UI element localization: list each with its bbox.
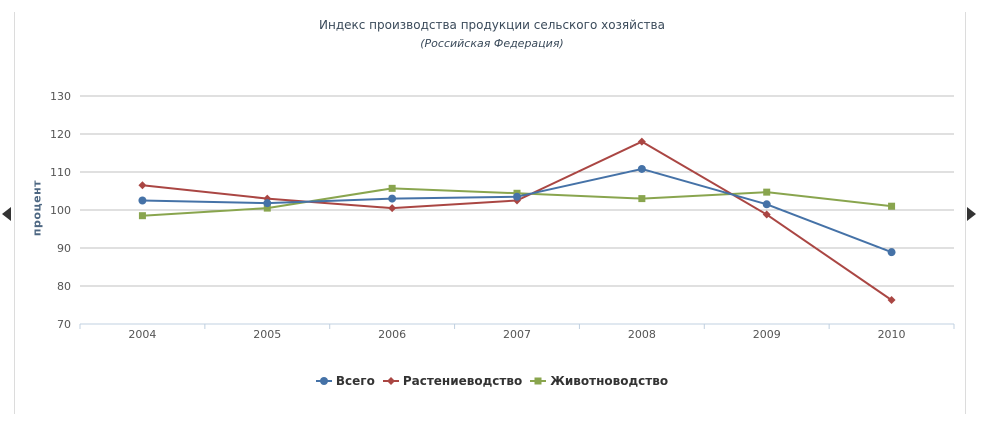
data-point	[762, 200, 771, 209]
y-tick-label: 110	[50, 166, 71, 179]
x-tick-label: 2004	[128, 328, 156, 341]
x-tick-label: 2010	[878, 328, 906, 341]
data-point	[388, 184, 396, 192]
legend-item[interactable]: Животноводство	[530, 374, 668, 388]
data-point	[887, 296, 896, 305]
data-point	[888, 202, 896, 210]
x-tick-label: 2008	[628, 328, 656, 341]
legend-label: Животноводство	[550, 374, 669, 388]
chart-frame	[14, 12, 966, 414]
y-tick-label: 100	[50, 204, 71, 217]
y-tick-label: 70	[57, 318, 71, 331]
data-point	[637, 137, 646, 146]
x-tick-label: 2007	[503, 328, 531, 341]
data-point	[263, 204, 271, 212]
series-line-1	[142, 167, 892, 254]
series-line-2	[142, 140, 893, 301]
data-point	[388, 204, 397, 213]
legend-marker-icon	[315, 377, 332, 385]
legend-label: Растениеводство	[402, 374, 523, 388]
data-point	[388, 194, 397, 203]
x-tick-label: 2006	[378, 328, 406, 341]
legend-marker-icon	[530, 377, 547, 385]
y-tick-label: 80	[57, 280, 71, 293]
data-point	[138, 181, 147, 190]
next-arrow-icon[interactable]	[967, 207, 976, 221]
data-point	[763, 188, 771, 196]
data-point	[762, 210, 771, 219]
y-tick-label: 120	[50, 128, 71, 141]
x-tick-label: 2005	[253, 328, 281, 341]
chart-subtitle: (Российская Федерация)	[420, 37, 564, 50]
legend-item[interactable]: Растениеводство	[382, 374, 523, 388]
previous-arrow-icon[interactable]	[2, 207, 11, 221]
data-point	[887, 248, 896, 257]
x-tick-label: 2009	[753, 328, 781, 341]
chart-title: Индекс производства продукции сельского …	[319, 18, 665, 32]
legend-label: Всего	[335, 374, 375, 388]
data-point	[263, 199, 272, 208]
y-tick-label: 90	[57, 242, 71, 255]
data-point	[638, 195, 646, 203]
data-point	[138, 212, 146, 220]
legend-marker-icon	[382, 377, 399, 385]
chart-legend: Всего Растениеводство Животноводство	[0, 374, 984, 388]
data-point	[637, 164, 646, 173]
y-tick-label: 130	[50, 90, 71, 103]
legend-item[interactable]: Всего	[315, 374, 375, 388]
data-point	[513, 192, 521, 201]
data-point	[138, 196, 147, 205]
